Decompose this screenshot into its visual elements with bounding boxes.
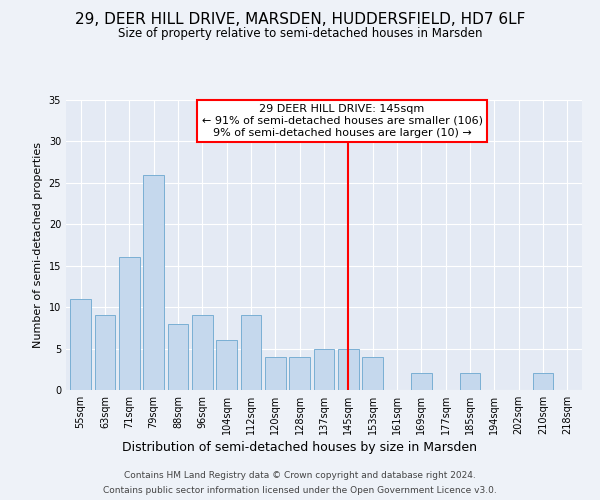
Bar xyxy=(95,316,115,390)
Bar xyxy=(314,348,334,390)
Bar xyxy=(119,258,140,390)
Y-axis label: Number of semi-detached properties: Number of semi-detached properties xyxy=(33,142,43,348)
Text: Size of property relative to semi-detached houses in Marsden: Size of property relative to semi-detach… xyxy=(118,28,482,40)
Bar xyxy=(143,174,164,390)
Text: Distribution of semi-detached houses by size in Marsden: Distribution of semi-detached houses by … xyxy=(122,441,478,454)
Bar xyxy=(241,316,262,390)
Text: 29 DEER HILL DRIVE: 145sqm
← 91% of semi-detached houses are smaller (106)
9% of: 29 DEER HILL DRIVE: 145sqm ← 91% of semi… xyxy=(202,104,482,138)
Bar xyxy=(167,324,188,390)
Bar xyxy=(216,340,237,390)
Bar xyxy=(362,357,383,390)
Bar xyxy=(533,374,553,390)
Bar xyxy=(192,316,212,390)
Text: Contains public sector information licensed under the Open Government Licence v3: Contains public sector information licen… xyxy=(103,486,497,495)
Text: 29, DEER HILL DRIVE, MARSDEN, HUDDERSFIELD, HD7 6LF: 29, DEER HILL DRIVE, MARSDEN, HUDDERSFIE… xyxy=(75,12,525,28)
Bar xyxy=(338,348,359,390)
Bar xyxy=(70,299,91,390)
Bar xyxy=(460,374,481,390)
Bar xyxy=(289,357,310,390)
Bar xyxy=(265,357,286,390)
Bar xyxy=(411,374,432,390)
Text: Contains HM Land Registry data © Crown copyright and database right 2024.: Contains HM Land Registry data © Crown c… xyxy=(124,471,476,480)
